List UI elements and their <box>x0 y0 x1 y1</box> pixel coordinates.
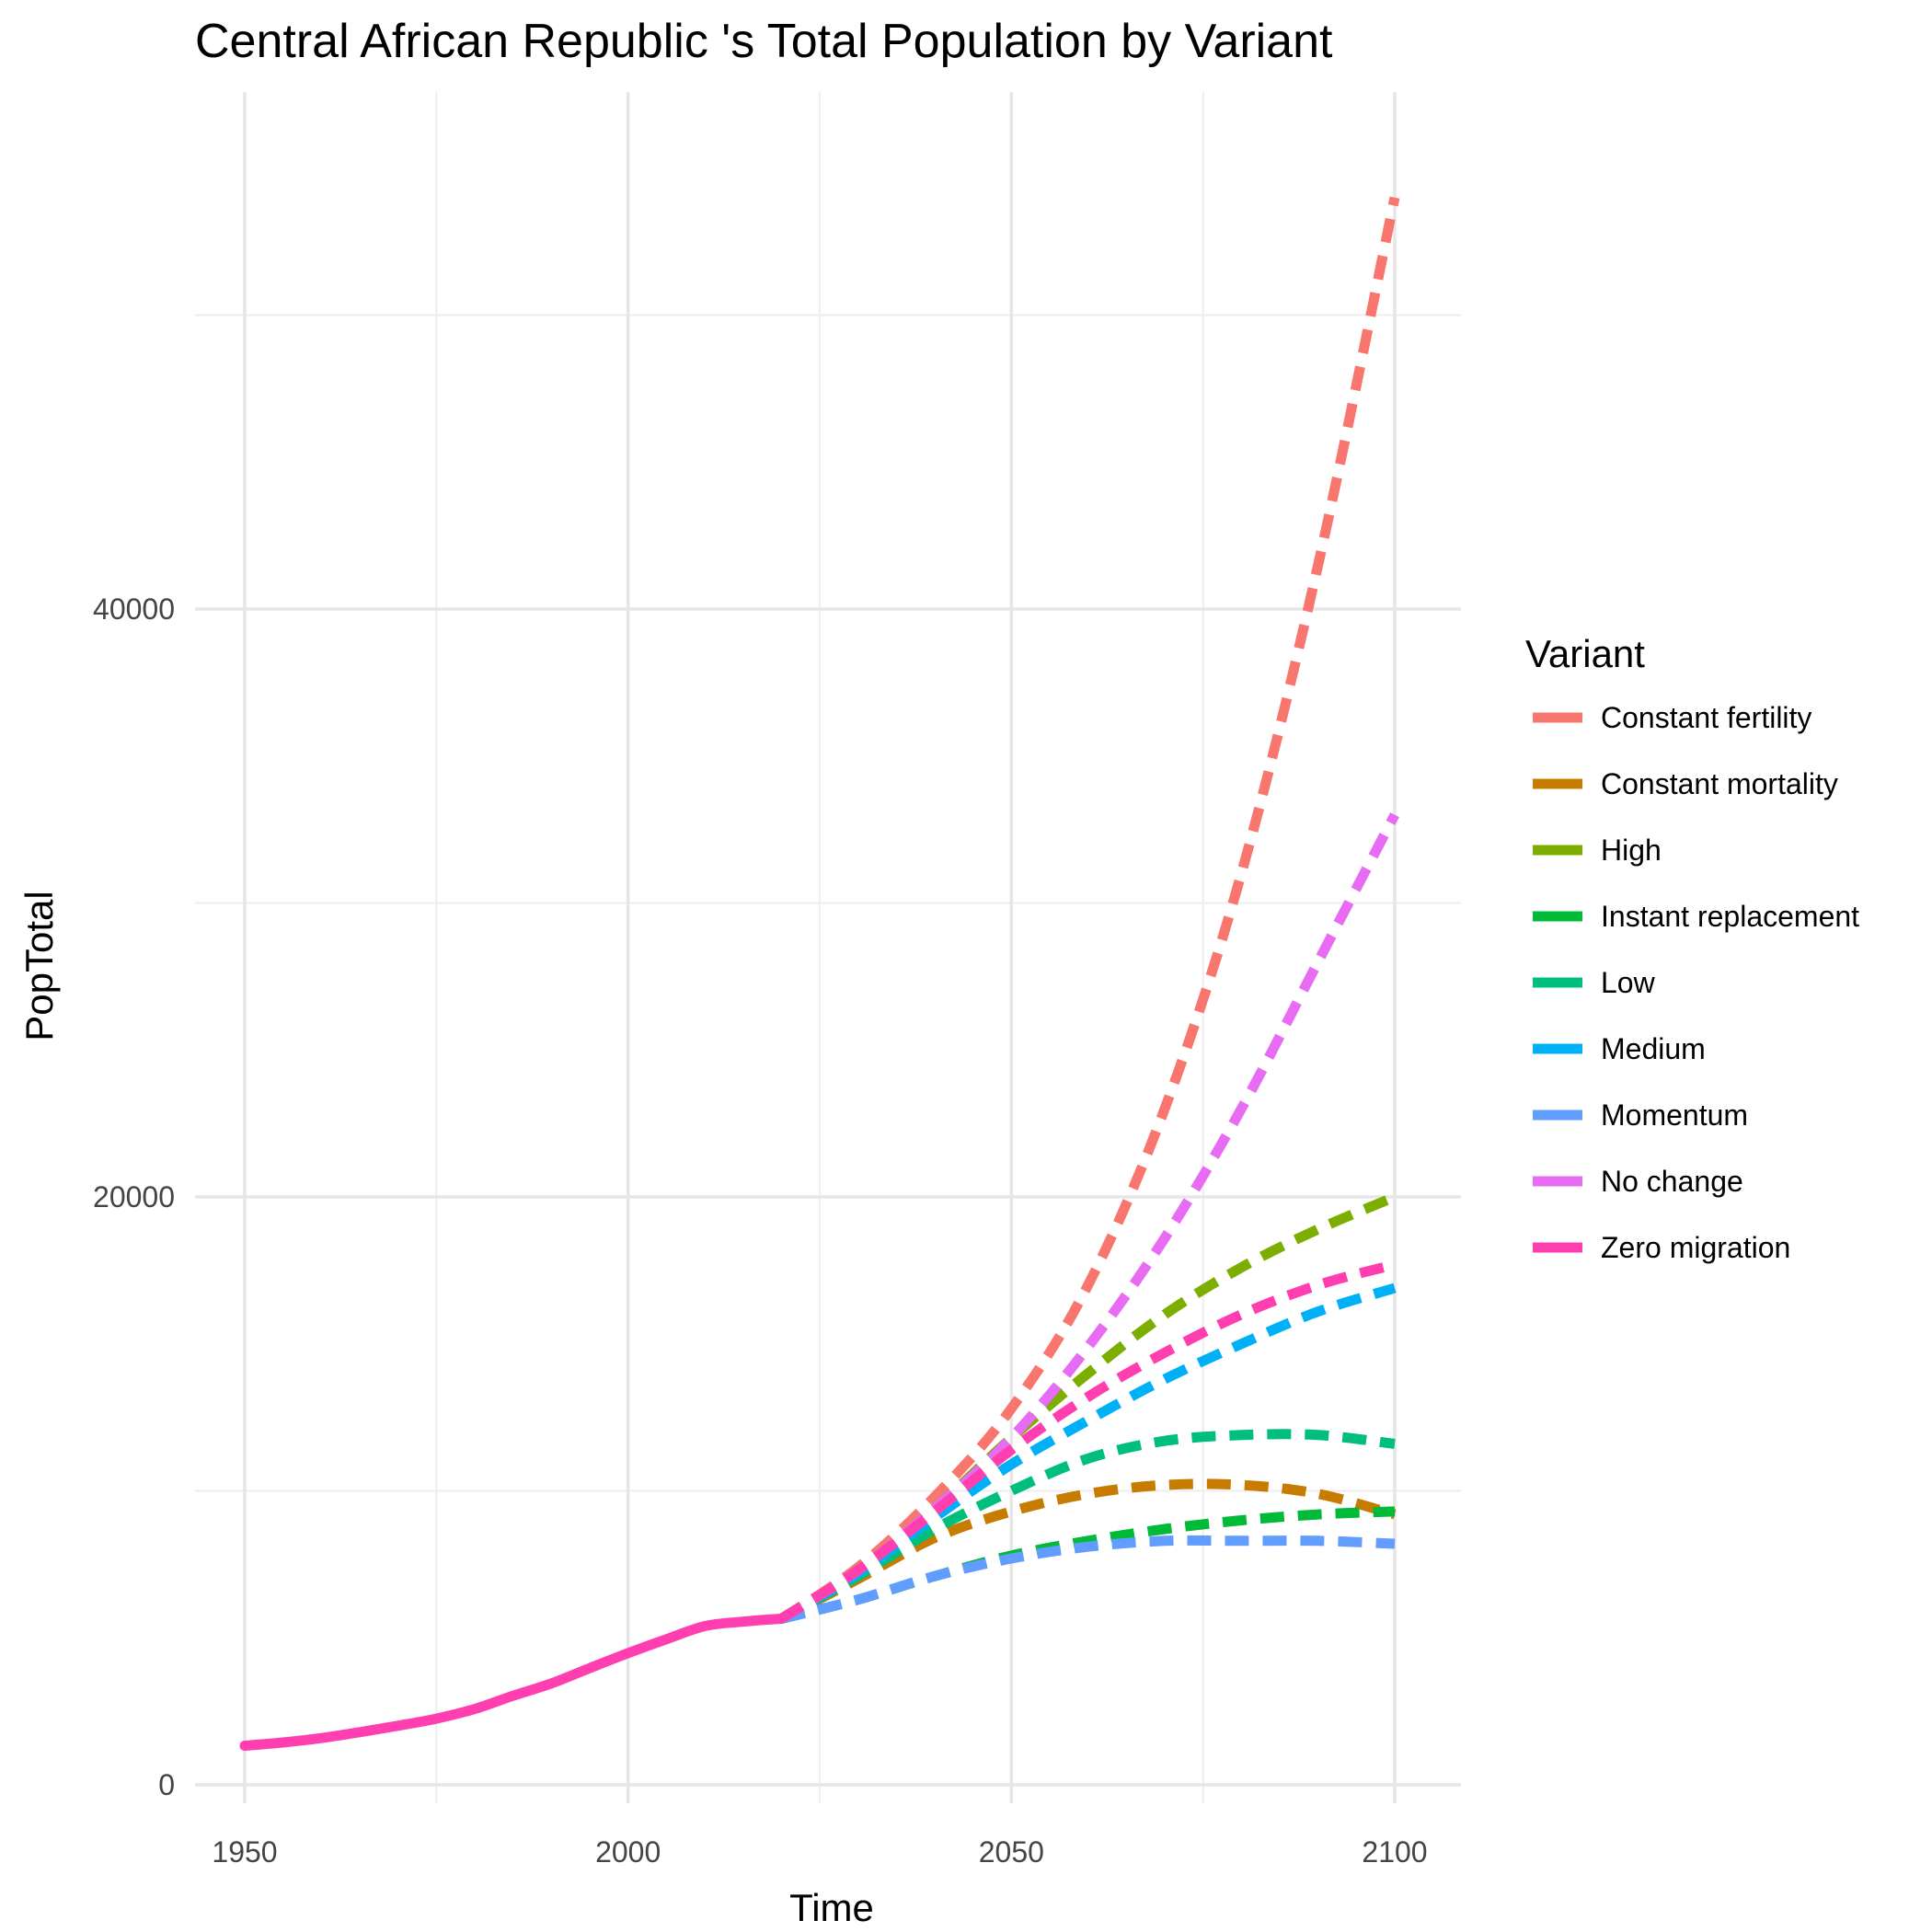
legend-items: Constant fertility Constant mortality High… <box>1533 701 1859 1264</box>
series-line-constant-mortality <box>778 1478 1397 1624</box>
y-tick-label: 20000 <box>93 1180 175 1213</box>
legend-label: Low <box>1601 966 1656 999</box>
legend-item: Constant mortality <box>1533 767 1838 800</box>
series-line-zero-migration <box>778 1259 1397 1624</box>
x-tick-label: 1950 <box>212 1835 277 1869</box>
y-tick-label: 40000 <box>93 592 175 626</box>
legend-item: High <box>1533 834 1662 867</box>
legend-label: Constant mortality <box>1601 767 1838 800</box>
legend-label: No change <box>1601 1165 1743 1198</box>
legend-item: Low <box>1533 966 1656 999</box>
chart-title: Central African Republic 's Total Popula… <box>195 15 1333 68</box>
series-line-momentum <box>779 1535 1396 1624</box>
axis-ticks: 1950 2000 2050 2100 0 20000 40000 <box>93 592 1428 1869</box>
legend-item: Zero migration <box>1533 1231 1790 1264</box>
legend-label: High <box>1601 834 1662 867</box>
y-tick-label: 0 <box>158 1768 175 1801</box>
y-axis-title: PopTotal <box>17 891 61 1041</box>
series-line-instant-replacement <box>779 1506 1396 1624</box>
x-tick-label: 2100 <box>1362 1835 1427 1869</box>
legend: Variant Constant fertility Constant morta… <box>1525 632 1859 1264</box>
legend-label: Instant replacement <box>1601 900 1859 933</box>
legend-item: Constant fertility <box>1533 701 1811 734</box>
legend-item: Instant replacement <box>1533 900 1859 933</box>
series-line-no-change <box>778 812 1399 1624</box>
series-lines <box>239 196 1400 1751</box>
legend-item: Momentum <box>1533 1098 1748 1132</box>
gridlines <box>195 92 1461 1803</box>
x-tick-label: 2050 <box>979 1835 1044 1869</box>
x-tick-label: 2000 <box>595 1835 661 1869</box>
historical-line <box>239 1614 787 1751</box>
series-line-constant-fertility <box>778 196 1400 1624</box>
legend-label: Momentum <box>1601 1098 1748 1132</box>
legend-item: No change <box>1533 1165 1743 1198</box>
x-axis-title: Time <box>789 1886 874 1929</box>
legend-label: Medium <box>1601 1032 1706 1065</box>
series-line-high <box>778 1191 1397 1624</box>
legend-label: Zero migration <box>1601 1231 1790 1264</box>
legend-title: Variant <box>1525 632 1645 675</box>
legend-label: Constant fertility <box>1601 701 1811 734</box>
legend-item: Medium <box>1533 1032 1706 1065</box>
